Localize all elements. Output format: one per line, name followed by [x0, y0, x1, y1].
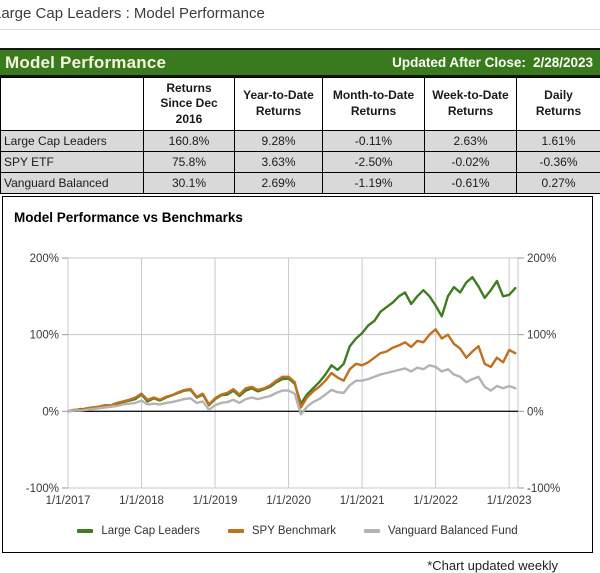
cell-daily: 0.27%: [517, 173, 600, 194]
legend-label: SPY Benchmark: [252, 525, 336, 537]
cell-ytd: 2.69%: [235, 173, 323, 194]
svg-text:-100%: -100%: [527, 483, 560, 495]
col-header-week-to-date: Week-to-Date Returns: [425, 78, 517, 131]
cell-daily: 1.61%: [517, 131, 600, 152]
cell-wtd: 2.63%: [425, 131, 517, 152]
chart-legend: Large Cap Leaders SPY Benchmark Vanguard B…: [3, 525, 592, 537]
breadcrumb: Large Cap Leaders : Model Performance: [0, 5, 265, 22]
svg-text:-100%: -100%: [26, 483, 59, 495]
legend-label: Vanguard Balanced Fund: [388, 525, 518, 537]
cell-returns-since: 160.8%: [144, 131, 235, 152]
row-label: SPY ETF: [1, 152, 144, 173]
svg-text:200%: 200%: [527, 253, 556, 265]
chart-title: Model Performance vs Benchmarks: [14, 210, 243, 225]
performance-chart-panel: 1/1/2017 1/1/2018 1/1/2019 1/1/2020 1/1/2021…: [2, 196, 593, 553]
row-label: Large Cap Leaders: [1, 131, 144, 152]
table-row-large-cap-leaders: Large Cap Leaders 160.8% 9.28% -0.11% 2.…: [1, 131, 600, 152]
col-header-month-to-date: Month-to-Date Returns: [323, 78, 425, 131]
cell-ytd: 9.28%: [235, 131, 323, 152]
legend-swatch: [228, 529, 244, 533]
chart-footnote: *Chart updated weekly: [427, 558, 558, 573]
col-header-returns-since-dec-2016: Returns Since Dec 2016: [144, 78, 235, 131]
svg-text:1/1/2023: 1/1/2023: [487, 495, 532, 507]
breadcrumb-divider: [0, 29, 600, 30]
svg-text:1/1/2020: 1/1/2020: [266, 495, 311, 507]
returns-table: Returns Since Dec 2016 Year-to-Date Retu…: [0, 77, 600, 194]
model-performance-header-bar: Model Performance Updated After Close: 2…: [0, 48, 600, 77]
updated-label: Updated After Close:: [392, 55, 526, 70]
svg-text:200%: 200%: [30, 253, 59, 265]
cell-mtd: -2.50%: [323, 152, 425, 173]
legend-swatch: [364, 529, 380, 533]
svg-text:100%: 100%: [30, 330, 59, 342]
table-row-vanguard-balanced: Vanguard Balanced 30.1% 2.69% -1.19% -0.…: [1, 173, 600, 194]
cell-returns-since: 75.8%: [144, 152, 235, 173]
legend-label: Large Cap Leaders: [101, 525, 199, 537]
cell-returns-since: 30.1%: [144, 173, 235, 194]
legend-item: SPY Benchmark: [228, 525, 336, 537]
chart-canvas: 1/1/2017 1/1/2018 1/1/2019 1/1/2020 1/1/2021…: [3, 197, 592, 552]
svg-text:1/1/2019: 1/1/2019: [193, 495, 238, 507]
svg-text:0%: 0%: [527, 406, 544, 418]
cell-wtd: -0.02%: [425, 152, 517, 173]
cell-daily: -0.36%: [517, 152, 600, 173]
cell-ytd: 3.63%: [235, 152, 323, 173]
legend-item: Large Cap Leaders: [77, 525, 199, 537]
svg-text:1/1/2018: 1/1/2018: [119, 495, 164, 507]
table-row-spy-etf: SPY ETF 75.8% 3.63% -2.50% -0.02% -0.36%: [1, 152, 600, 173]
legend-swatch: [77, 529, 93, 533]
table-header-row: Returns Since Dec 2016 Year-to-Date Retu…: [1, 78, 600, 131]
svg-text:1/1/2021: 1/1/2021: [340, 495, 385, 507]
col-header-blank: [1, 78, 144, 131]
page-title: Model Performance: [0, 53, 166, 73]
col-header-daily: Daily Returns: [517, 78, 600, 131]
updated-after-close: Updated After Close: 2/28/2023: [392, 55, 600, 70]
svg-text:1/1/2022: 1/1/2022: [413, 495, 458, 507]
svg-text:0%: 0%: [42, 406, 59, 418]
svg-text:100%: 100%: [527, 330, 556, 342]
row-label: Vanguard Balanced: [1, 173, 144, 194]
cell-mtd: -1.19%: [323, 173, 425, 194]
updated-date: 2/28/2023: [533, 55, 593, 70]
cell-mtd: -0.11%: [323, 131, 425, 152]
col-header-year-to-date: Year-to-Date Returns: [235, 78, 323, 131]
cell-wtd: -0.61%: [425, 173, 517, 194]
legend-item: Vanguard Balanced Fund: [364, 525, 518, 537]
svg-text:1/1/2017: 1/1/2017: [46, 495, 91, 507]
